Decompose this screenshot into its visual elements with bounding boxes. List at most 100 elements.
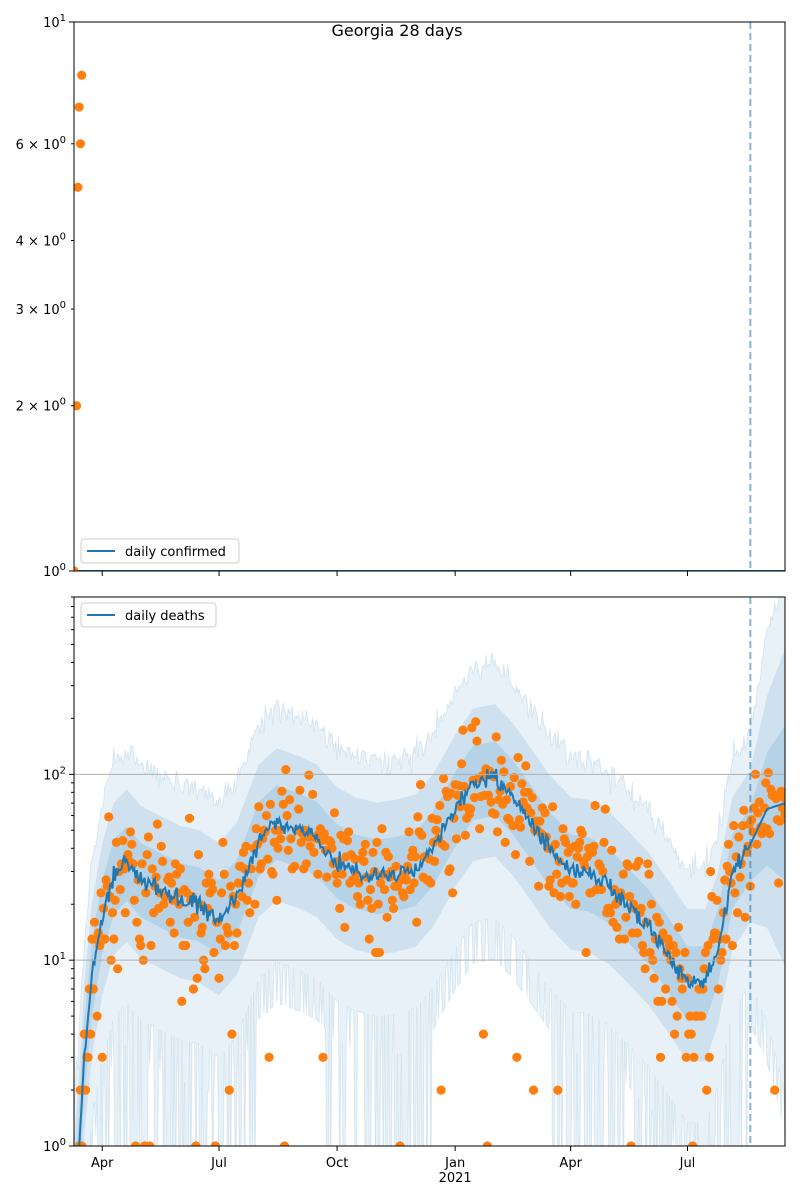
- deaths-point: [770, 1085, 780, 1095]
- deaths-point: [626, 1141, 636, 1146]
- deaths-point: [607, 845, 617, 855]
- x-tick-year-label: 2021: [439, 1171, 472, 1186]
- deaths-point: [645, 947, 655, 958]
- deaths-point: [636, 903, 646, 914]
- deaths-point: [514, 815, 524, 825]
- deaths-point: [508, 821, 518, 831]
- deaths-point: [505, 781, 515, 792]
- deaths-point: [735, 872, 745, 882]
- deaths-point: [337, 869, 347, 879]
- deaths-point: [455, 802, 465, 812]
- deaths-point: [382, 912, 392, 922]
- deaths-point: [282, 811, 292, 821]
- deaths-point: [500, 837, 510, 848]
- deaths-point: [243, 878, 254, 888]
- deaths-point: [451, 834, 462, 844]
- deaths-point: [413, 812, 423, 822]
- deaths-point: [727, 940, 738, 951]
- axes-frame: [73, 21, 786, 572]
- deaths-point: [535, 816, 545, 826]
- deaths-point: [526, 808, 536, 818]
- deaths-point: [516, 822, 526, 832]
- deaths-point: [377, 824, 387, 834]
- deaths-point: [193, 850, 204, 860]
- deaths-point: [389, 903, 399, 914]
- deaths-point: [204, 869, 214, 879]
- deaths-point: [596, 884, 607, 895]
- deaths-point: [763, 768, 773, 778]
- deaths-point: [432, 815, 442, 825]
- deaths-point: [175, 864, 186, 874]
- deaths-point: [490, 809, 500, 819]
- deaths-point: [308, 789, 318, 800]
- deaths-point: [245, 908, 255, 918]
- deaths-point: [702, 1085, 712, 1095]
- deaths-point: [227, 1029, 237, 1039]
- deaths-point: [359, 856, 369, 867]
- deaths-point: [143, 832, 153, 842]
- deaths-point: [509, 773, 519, 783]
- deaths-point: [415, 780, 426, 790]
- deaths-point: [721, 934, 731, 944]
- deaths-point: [107, 908, 118, 918]
- deaths-point: [439, 773, 449, 784]
- deaths-point: [478, 1029, 488, 1039]
- deaths-point: [598, 866, 608, 877]
- deaths-point: [190, 912, 200, 922]
- deaths-point: [577, 829, 587, 839]
- deaths-point: [499, 767, 509, 777]
- deaths-point: [431, 825, 441, 835]
- deaths-point: [618, 869, 628, 879]
- deaths-point: [313, 869, 323, 879]
- deaths-point: [412, 917, 422, 927]
- confirmed-point: [74, 182, 83, 192]
- deaths-point: [335, 903, 345, 914]
- deaths-point: [672, 1011, 682, 1021]
- deaths-point: [329, 808, 340, 818]
- y-tick-exponent: 0: [60, 397, 66, 408]
- deaths-point: [677, 984, 687, 994]
- deaths-point: [534, 881, 544, 891]
- deaths-point: [192, 973, 202, 983]
- x-tick-label: Apr: [559, 1156, 582, 1171]
- deaths-point: [457, 759, 467, 769]
- y-tick-label: 100: [43, 1137, 66, 1155]
- deaths-point: [646, 899, 657, 909]
- deaths-point: [774, 878, 784, 888]
- deaths-point: [177, 996, 187, 1007]
- deaths-point: [358, 847, 368, 858]
- deaths-point: [492, 827, 503, 837]
- plot-area: [74, 597, 785, 1146]
- deaths-point: [210, 1141, 220, 1146]
- deaths-point: [96, 888, 106, 898]
- deaths-point: [391, 861, 401, 871]
- deaths-point: [340, 922, 350, 933]
- deaths-point: [525, 856, 535, 867]
- deaths-point: [319, 829, 329, 839]
- deaths-point: [372, 837, 382, 848]
- deaths-point: [191, 1141, 201, 1146]
- deaths-point: [125, 827, 136, 837]
- deaths-point: [513, 753, 523, 763]
- deaths-point: [482, 1141, 492, 1146]
- deaths-point: [521, 761, 531, 771]
- y-tick-label: 100: [43, 562, 66, 580]
- deaths-point: [304, 770, 314, 780]
- confirmed-point: [74, 566, 79, 571]
- deaths-point: [729, 821, 739, 831]
- deaths-point: [732, 908, 743, 918]
- deaths-point: [713, 984, 723, 994]
- deaths-point: [730, 888, 740, 898]
- deaths-point: [123, 850, 133, 860]
- figure-title: Georgia 28 days: [331, 21, 462, 40]
- deaths-point: [753, 808, 763, 818]
- deaths-point: [458, 725, 468, 735]
- deaths-point: [367, 903, 377, 914]
- deaths-point: [158, 856, 168, 867]
- deaths-point: [217, 888, 227, 898]
- deaths-point: [380, 884, 390, 895]
- confirmed-point: [75, 139, 86, 149]
- deaths-point: [739, 805, 749, 815]
- deaths-point: [220, 940, 230, 951]
- deaths-point: [517, 779, 527, 789]
